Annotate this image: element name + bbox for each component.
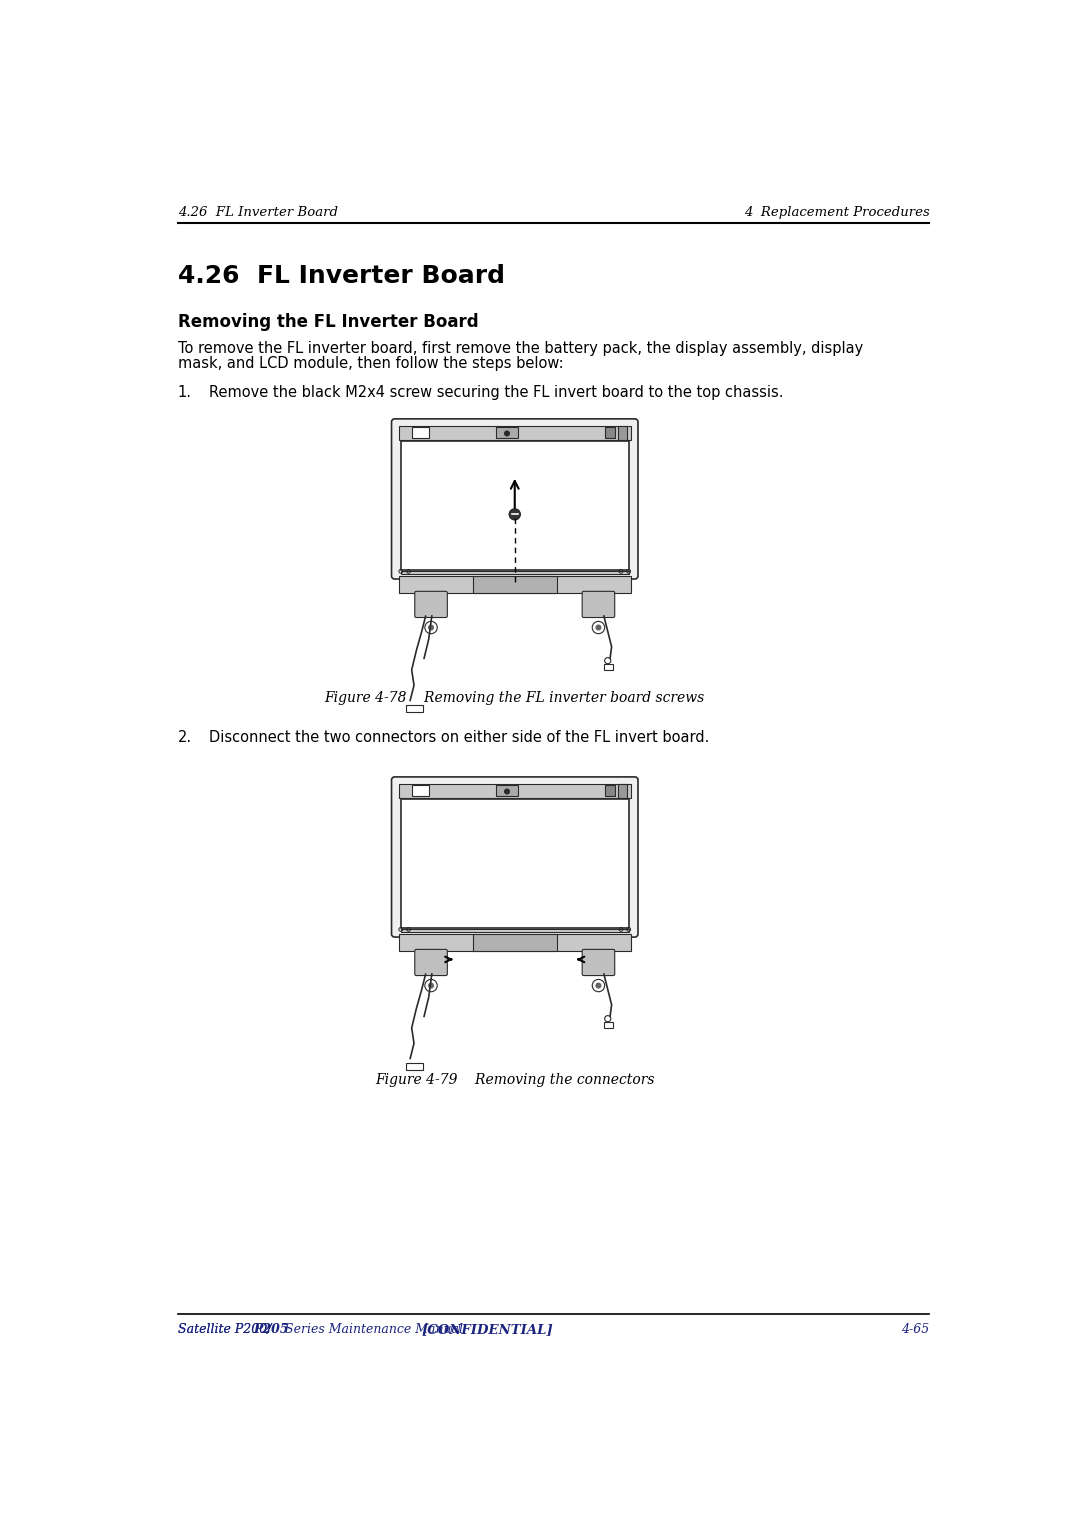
- Circle shape: [596, 983, 600, 988]
- Circle shape: [429, 625, 433, 629]
- Bar: [473, 576, 557, 592]
- Circle shape: [429, 983, 433, 988]
- Text: 4.26  FL Inverter Board: 4.26 FL Inverter Board: [177, 264, 504, 289]
- Text: To remove the FL inverter board, first remove the battery pack, the display asse: To remove the FL inverter board, first r…: [177, 341, 863, 356]
- Bar: [618, 783, 627, 797]
- Bar: [604, 1022, 613, 1028]
- Text: P205: P205: [253, 1322, 288, 1336]
- Circle shape: [510, 508, 521, 519]
- Text: Disconnect the two connectors on either side of the FL invert board.: Disconnect the two connectors on either …: [208, 730, 708, 745]
- Text: [CONFIDENTIAL]: [CONFIDENTIAL]: [422, 1322, 554, 1336]
- Text: Satellite P200/: Satellite P200/: [177, 1322, 275, 1336]
- Bar: [399, 935, 631, 951]
- Bar: [406, 704, 423, 712]
- FancyBboxPatch shape: [415, 950, 447, 976]
- Bar: [399, 783, 631, 797]
- Text: 1.: 1.: [177, 385, 191, 400]
- FancyBboxPatch shape: [392, 418, 638, 579]
- Text: Figure 4-78    Removing the FL inverter board screws: Figure 4-78 Removing the FL inverter boa…: [325, 692, 705, 705]
- Text: Removing the FL Inverter Board: Removing the FL Inverter Board: [177, 313, 478, 331]
- Bar: [496, 428, 517, 438]
- Bar: [606, 785, 615, 796]
- Text: Series Maintenance Manual: Series Maintenance Manual: [281, 1322, 463, 1336]
- Circle shape: [504, 789, 510, 794]
- Circle shape: [504, 431, 510, 435]
- Bar: [399, 426, 631, 440]
- Bar: [401, 799, 629, 928]
- Bar: [411, 428, 429, 438]
- Text: 4-65: 4-65: [901, 1322, 930, 1336]
- Bar: [618, 426, 627, 440]
- Text: 4.26  FL Inverter Board: 4.26 FL Inverter Board: [177, 206, 338, 220]
- FancyBboxPatch shape: [582, 950, 615, 976]
- Bar: [496, 785, 517, 796]
- Bar: [411, 785, 429, 796]
- FancyBboxPatch shape: [582, 591, 615, 617]
- Bar: [401, 930, 629, 931]
- Text: 2.: 2.: [177, 730, 192, 745]
- Text: Remove the black M2x4 screw securing the FL invert board to the top chassis.: Remove the black M2x4 screw securing the…: [208, 385, 783, 400]
- Text: Satellite P200/: Satellite P200/: [177, 1322, 275, 1336]
- Bar: [604, 664, 613, 670]
- Bar: [406, 1063, 423, 1070]
- Circle shape: [596, 625, 600, 629]
- Bar: [606, 428, 615, 438]
- Text: mask, and LCD module, then follow the steps below:: mask, and LCD module, then follow the st…: [177, 356, 564, 371]
- FancyBboxPatch shape: [392, 777, 638, 938]
- Bar: [473, 935, 557, 951]
- Bar: [399, 576, 631, 592]
- FancyBboxPatch shape: [415, 591, 447, 617]
- Bar: [401, 441, 629, 570]
- Bar: [401, 571, 629, 574]
- Text: 4  Replacement Procedures: 4 Replacement Procedures: [744, 206, 930, 220]
- Text: Figure 4-79    Removing the connectors: Figure 4-79 Removing the connectors: [375, 1072, 654, 1087]
